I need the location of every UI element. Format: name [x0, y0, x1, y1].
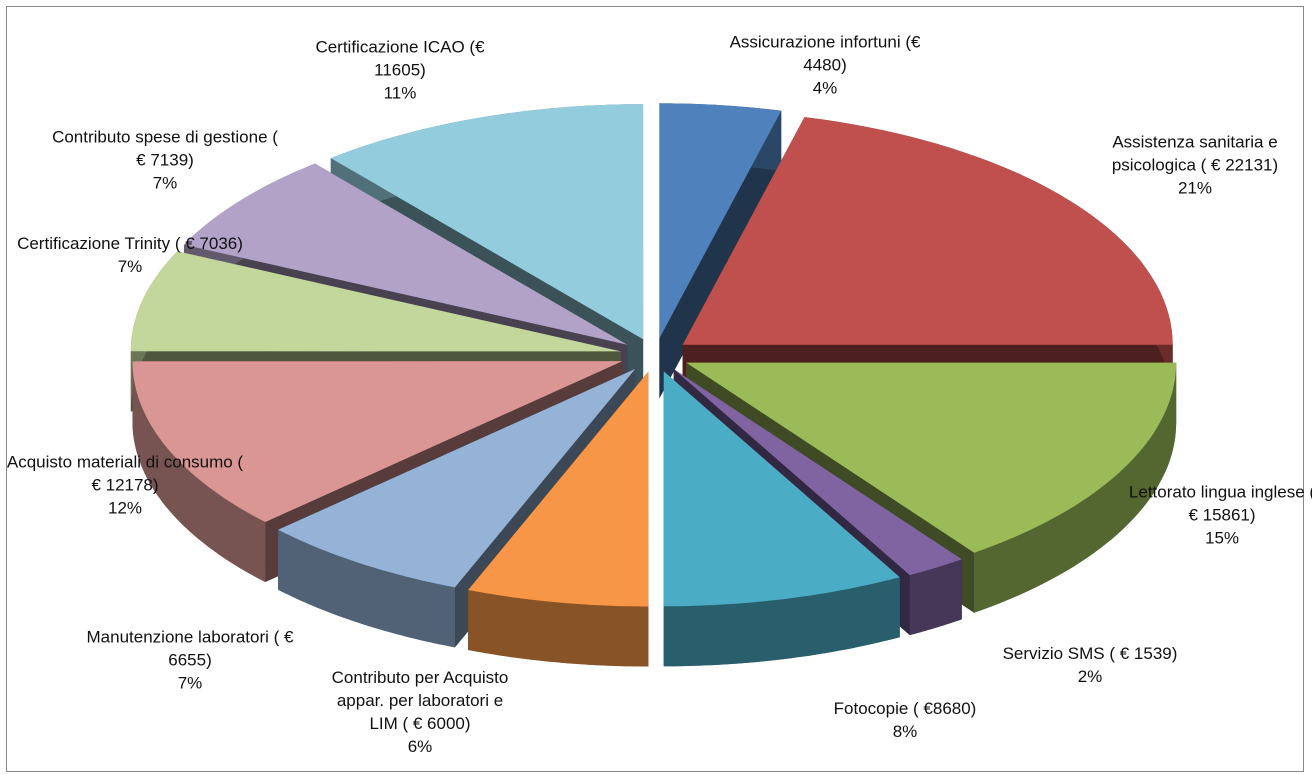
category-label: Contributo per Acquisto appar. per labor… — [331, 668, 509, 733]
slice-outer-wall — [663, 577, 900, 667]
percent-label: 7% — [177, 673, 203, 693]
slice-top — [663, 371, 900, 607]
percent-label: 21% — [1177, 178, 1213, 198]
percent-label: 12% — [107, 498, 143, 518]
category-label: Certificazione Trinity ( € 7036) — [17, 234, 243, 253]
slice-top — [468, 371, 649, 607]
slice-label: Contributo per Acquisto appar. per labor… — [330, 666, 510, 758]
pie-slice — [468, 371, 649, 667]
slice-top — [682, 117, 1173, 345]
category-label: Lettorato lingua inglese ( € 15861) — [1128, 482, 1312, 525]
percent-label: 15% — [1204, 528, 1240, 548]
slice-label: Certificazione ICAO (€ 11605) 11% — [290, 36, 510, 105]
percent-label: 7% — [117, 257, 143, 276]
slice-label: Lettorato lingua inglese ( € 15861) 15% — [1127, 481, 1312, 550]
slice-label: Assistenza sanitaria e psicologica ( € 2… — [1070, 131, 1312, 200]
slice-label: Assicurazione infortuni (€ 4480) 4% — [725, 31, 925, 100]
slice-top — [132, 361, 623, 522]
slice-label: Servizio SMS ( € 1539) 2% — [960, 642, 1220, 688]
category-label: Contributo spese di gestione ( € 7139) — [52, 127, 278, 170]
slice-top — [659, 103, 782, 339]
slice-label: Contributo spese di gestione ( € 7139) 7% — [45, 126, 285, 195]
percent-label: 6% — [407, 737, 433, 756]
slice-outer-wall — [132, 361, 266, 582]
slice-top — [184, 163, 628, 345]
slice-outer-wall — [468, 590, 649, 667]
category-label: Certificazione ICAO (€ 11605) — [315, 37, 485, 80]
category-label: Manutenzione laboratori ( € 6655) — [86, 627, 294, 670]
percent-label: 8% — [892, 722, 918, 741]
category-label: Acquisto materiali di consumo ( € 12178) — [6, 452, 244, 495]
slice-top — [278, 368, 636, 588]
slice-label: Acquisto materiali di consumo ( € 12178)… — [5, 451, 245, 520]
category-label: Servizio SMS ( € 1539) — [1002, 644, 1178, 663]
slice-wall — [659, 110, 782, 399]
slice-label: Fotocopie ( €8680) 8% — [780, 697, 1030, 743]
category-label: Assicurazione infortuni (€ 4480) — [729, 32, 921, 75]
pie-slice — [663, 371, 900, 667]
slice-top — [130, 251, 621, 352]
slice-outer-wall — [278, 529, 455, 648]
percent-label: 11% — [383, 83, 417, 103]
slice-label: Manutenzione laboratori ( € 6655) 7% — [70, 626, 310, 695]
percent-label: 4% — [812, 78, 838, 98]
slice-outer-wall — [974, 362, 1177, 613]
percent-label: 7% — [152, 173, 178, 193]
slice-label: Certificazione Trinity ( € 7036) 7% — [5, 232, 255, 278]
slice-top — [686, 362, 1177, 553]
category-label: Fotocopie ( €8680) — [833, 699, 977, 718]
percent-label: 2% — [1077, 667, 1103, 686]
slice-outer-wall — [909, 559, 962, 636]
slice-top — [673, 369, 962, 576]
chart-frame — [6, 6, 1304, 772]
category-label: Assistenza sanitaria e psicologica ( € 2… — [1111, 132, 1279, 175]
slice-top — [330, 104, 644, 340]
